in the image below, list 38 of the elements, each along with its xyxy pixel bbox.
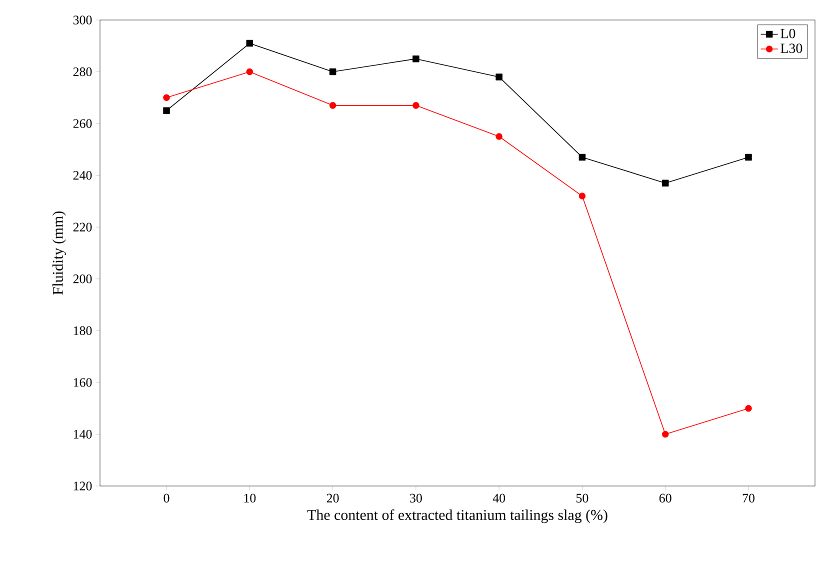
point: [246, 40, 254, 47]
point: [496, 74, 502, 80]
point: [745, 404, 752, 412]
point: [578, 192, 586, 200]
legend-label: L0: [780, 28, 796, 38]
point: [163, 107, 170, 114]
x-tick-label: 60: [659, 494, 672, 503]
y-tick-label: 120: [74, 482, 92, 490]
y-tick-label: 140: [74, 430, 92, 439]
x-tick-label: 70: [742, 494, 754, 503]
point: [412, 102, 420, 109]
x-tick-label: 20: [326, 494, 339, 503]
x-tick-label: 50: [576, 494, 588, 503]
y-tick-label: 240: [73, 170, 92, 180]
y-tick-label: 160: [74, 378, 92, 387]
point: [412, 55, 420, 62]
point: [329, 68, 336, 76]
y-tick-label: 180: [74, 326, 92, 336]
y-tick-label: 200: [73, 274, 92, 284]
x-tick-label: 0: [164, 494, 170, 503]
point: [578, 154, 586, 161]
point: [662, 430, 669, 438]
point: [163, 94, 170, 102]
point: [662, 180, 669, 186]
x-axis-title: The content of extracted titanium tailings slag (%): [307, 509, 608, 524]
x-tick-label: 30: [410, 494, 422, 503]
y-tick-label: 280: [73, 67, 92, 76]
point: [496, 133, 502, 140]
point: [745, 154, 752, 161]
y-tick-label: 300: [73, 16, 92, 24]
x-tick-label: 10: [244, 494, 256, 503]
point: [246, 68, 254, 76]
y-tick-label: 260: [73, 119, 92, 128]
legend-label: L30: [780, 44, 802, 54]
x-tick-label: 40: [492, 494, 506, 503]
point: [329, 102, 336, 109]
y-axis-title: Fluidity (mm): [52, 212, 66, 295]
y-tick-label: 220: [73, 222, 92, 232]
